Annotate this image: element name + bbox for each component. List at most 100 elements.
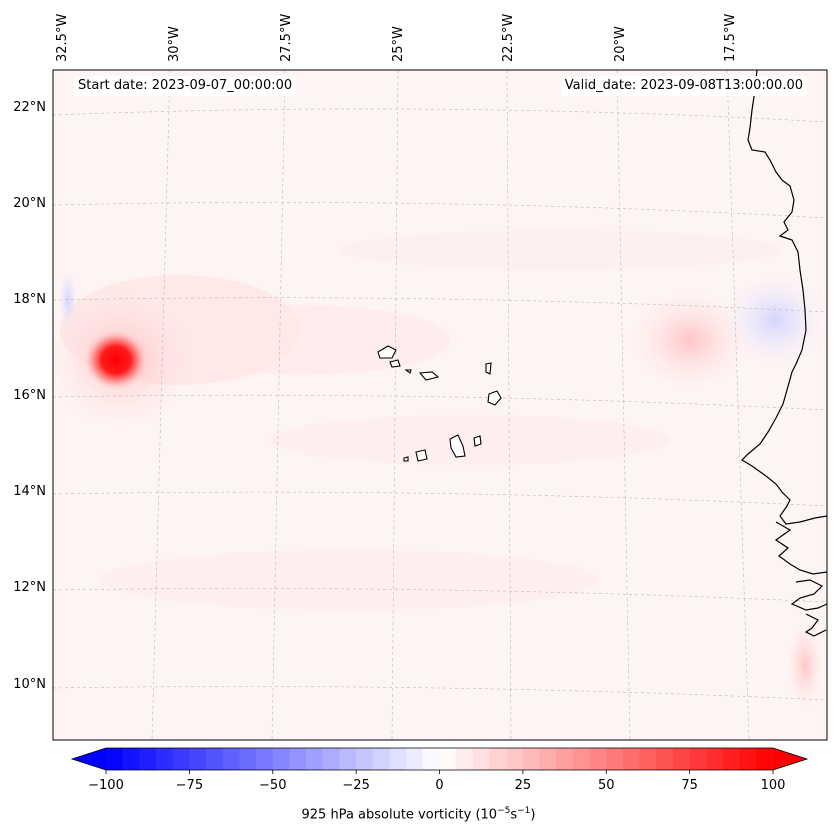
colorbar-cell — [122, 748, 140, 770]
island-brava — [403, 456, 409, 462]
island-santiago — [449, 434, 466, 458]
coastal-vorticity-maximum — [630, 290, 750, 390]
lon-gridline — [151, 70, 171, 740]
lat-gridline — [53, 394, 827, 411]
colorbar-cell — [489, 748, 507, 770]
colorbar-cell — [722, 748, 741, 770]
lat-gridline — [53, 202, 827, 219]
colorbar-cell — [422, 748, 440, 770]
lon-label: 17.5°W — [723, 14, 738, 62]
lat-label: 16°N — [13, 388, 46, 403]
vorticity-band — [100, 550, 600, 610]
map-frame — [52, 69, 828, 741]
lon-label: 25°W — [391, 26, 406, 62]
colorbar-cell — [639, 748, 657, 770]
lon-label: 22.5°W — [501, 14, 516, 62]
lat-label: 14°N — [13, 484, 46, 499]
colorbar-tick-label: −25 — [342, 778, 369, 793]
colorbar-cell — [322, 748, 340, 770]
colorbar-cell — [672, 748, 691, 770]
colorbar-tick-label: 25 — [515, 778, 532, 793]
longitude-labels: 32.5°W 30°W 27.5°W 25°W 22.5°W 20°W 17.5… — [55, 14, 738, 62]
island-sal — [485, 362, 492, 375]
colorbar-tick-label: −100 — [88, 778, 124, 793]
colorbar-tick-label: 75 — [681, 778, 698, 793]
lon-gridline — [616, 70, 631, 740]
colorbar-cell — [572, 748, 591, 770]
colorbar-cell — [706, 748, 724, 770]
vorticity-band — [340, 230, 780, 270]
coastline-bijagos — [804, 613, 827, 637]
coastline-senegal-mauritania — [741, 70, 827, 525]
colorbar-cell — [256, 748, 274, 770]
valid-date-label: Valid_date: 2023-09-08T13:00:00.00 — [560, 76, 807, 96]
colorbar-cell — [272, 748, 290, 770]
coastline-guinea — [790, 579, 827, 611]
map-background — [53, 70, 827, 740]
graticule — [53, 70, 827, 740]
colorbar-cell — [406, 748, 424, 770]
african-coastline — [741, 70, 827, 637]
colorbar-min-extension — [72, 748, 106, 770]
colorbar-tick-label: 0 — [435, 778, 443, 793]
island-sao-nicolau — [418, 371, 440, 381]
coastline-gambia-guinea-bissau — [774, 521, 827, 575]
map-panel — [53, 70, 827, 740]
lat-label: 20°N — [13, 196, 46, 211]
cape-verde-islands — [377, 345, 502, 462]
colorbar-tick-label: 50 — [598, 778, 615, 793]
lon-gridline — [391, 70, 399, 740]
colorbar-cell — [356, 748, 374, 770]
colorbar-cell — [756, 748, 774, 770]
colorbar-cell — [589, 748, 607, 770]
colorbar-cells — [106, 748, 774, 770]
colorbar-max-extension — [773, 748, 807, 770]
colorbar-ticks — [105, 770, 774, 774]
colorbar-cell — [739, 748, 757, 770]
negative-vorticity-area — [725, 275, 825, 365]
colorbar-cell — [539, 748, 557, 770]
colorbar-cell — [172, 748, 190, 770]
lon-gridline — [506, 70, 512, 740]
lon-gridline — [726, 70, 750, 740]
latitude-labels: 22°N 20°N 18°N 16°N 14°N 12°N 10°N — [13, 100, 46, 692]
island-santa-luzia — [404, 369, 412, 374]
vorticity-field — [53, 230, 825, 710]
colorbar-label-exponent: −5 — [497, 806, 511, 816]
start-date-label: Start date: 2023-09-07_00:00:00 — [74, 76, 297, 96]
colorbar-cell — [222, 748, 240, 770]
colorbar-label-unit: s — [510, 807, 518, 823]
lon-label: 20°W — [613, 26, 628, 62]
colorbar-cell — [289, 748, 307, 770]
colorbar-tick-label: −75 — [176, 778, 203, 793]
colorbar-cell — [206, 748, 224, 770]
colorbar-cell — [622, 748, 641, 770]
island-boa-vista — [487, 390, 502, 406]
colorbar-cell — [456, 748, 474, 770]
colorbar-tick-label: −50 — [259, 778, 286, 793]
island-maio — [473, 435, 482, 447]
lon-label: 30°W — [167, 26, 182, 62]
colorbar-cell — [189, 748, 207, 770]
vorticity-band — [270, 415, 670, 465]
island-sao-vicente — [389, 359, 401, 368]
colorbar-cell — [472, 748, 491, 770]
colorbar-label-exponent: −1 — [517, 806, 531, 816]
colorbar-cell — [239, 748, 257, 770]
lat-label: 22°N — [13, 100, 46, 115]
colorbar-cell — [556, 748, 574, 770]
vorticity-band — [150, 305, 450, 375]
lat-label: 10°N — [13, 677, 46, 692]
lat-label: 12°N — [13, 580, 46, 595]
lon-label: 32.5°W — [55, 14, 70, 62]
lat-gridline — [53, 108, 827, 123]
colorbar-cell — [656, 748, 674, 770]
island-santo-antao — [377, 345, 397, 359]
island-fogo — [415, 449, 428, 462]
colorbar-cell — [606, 748, 624, 770]
colorbar-cell — [689, 748, 707, 770]
colorbar-cell — [389, 748, 407, 770]
colorbar-cell — [156, 748, 174, 770]
colorbar: −100 −75 −50 −25 0 25 50 75 100 — [70, 747, 809, 793]
colorbar-cell — [522, 748, 541, 770]
